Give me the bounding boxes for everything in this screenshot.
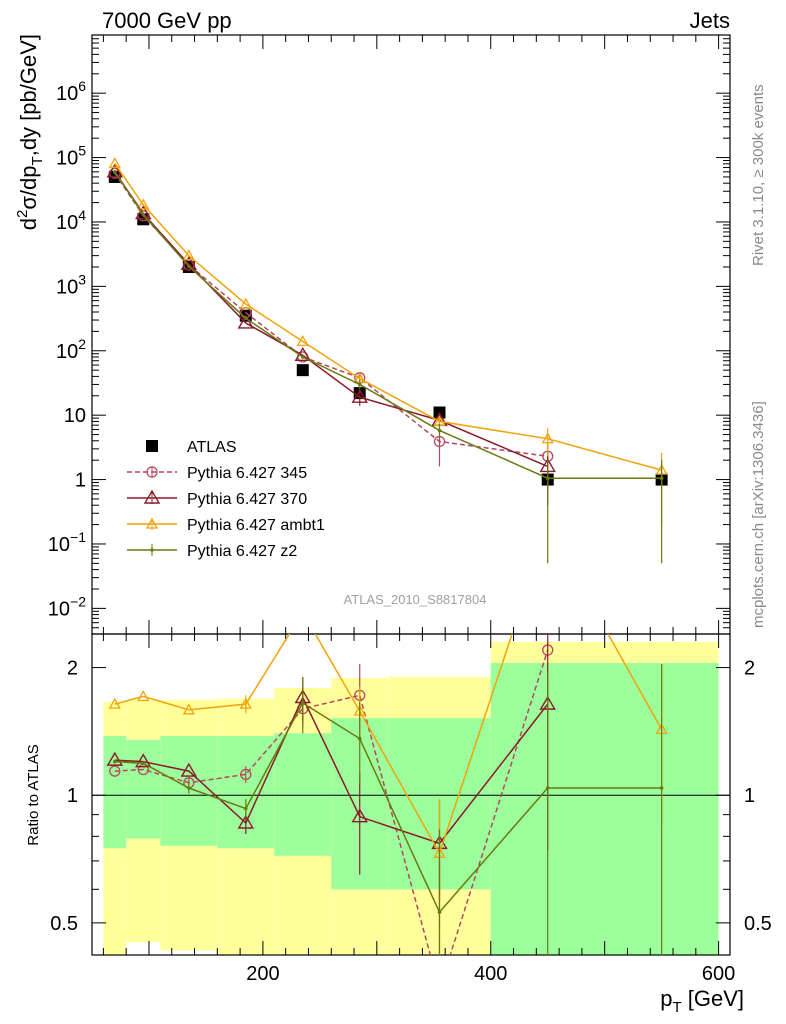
ratio-panel-frame xyxy=(91,633,731,956)
y-tick-label: 106 xyxy=(56,78,86,105)
data-point xyxy=(296,335,309,347)
series-z2 xyxy=(112,170,664,564)
legend-marker xyxy=(145,517,159,529)
ratio-y-tick-label-right: 0.5 xyxy=(744,913,772,935)
legend: ATLAS Pythia 6.427 345 Pythia 6.427 370 Pyt… xyxy=(127,439,325,560)
ratio-point xyxy=(434,984,444,994)
data-point xyxy=(141,212,146,217)
data-point xyxy=(112,170,117,174)
ratio-point xyxy=(300,701,305,705)
legend-marker xyxy=(150,548,154,552)
ratio-y-tick-label: 1 xyxy=(67,785,78,807)
mcplots-reference-label: mcplots.cern.ch [arXiv:1306.3436] xyxy=(750,401,767,628)
data-point xyxy=(659,476,664,481)
data-point xyxy=(237,314,255,329)
ratio-point xyxy=(135,753,152,768)
ratio-series-z2 xyxy=(112,663,664,955)
data-point xyxy=(296,364,309,377)
data-point xyxy=(106,163,124,178)
ratio-point xyxy=(106,751,124,766)
ratio-point xyxy=(182,703,195,715)
y-tick-label: 1 xyxy=(75,470,86,492)
data-point xyxy=(437,428,442,433)
series-line xyxy=(114,171,549,468)
legend-marker xyxy=(146,440,158,452)
ratio-point xyxy=(244,806,248,811)
series-line xyxy=(114,172,548,458)
y-tick-label: 103 xyxy=(56,271,86,298)
legend-label: Pythia 6.427 370 xyxy=(187,491,307,508)
ratio-point xyxy=(437,910,442,914)
series-line xyxy=(114,171,662,479)
ratio-line xyxy=(114,649,549,955)
y-tick-label: 10 xyxy=(64,405,86,427)
ratio-point xyxy=(239,697,252,709)
ratio-point xyxy=(659,786,664,790)
data-point xyxy=(135,205,152,220)
main-series-group xyxy=(106,157,668,564)
data-point xyxy=(187,264,191,269)
legend-label: Pythia 6.427 ambt1 xyxy=(187,517,325,534)
x-tick-label: 200 xyxy=(246,963,279,985)
ratio-point xyxy=(298,607,308,616)
y-tick-label: 102 xyxy=(56,336,86,363)
ratio-y-tick-label-right: 1 xyxy=(744,785,755,807)
ratio-y-tick-label: 2 xyxy=(67,658,78,680)
x-axis-label: pT [GeV] xyxy=(660,986,744,1016)
ratio-point xyxy=(180,762,198,777)
series-p370 xyxy=(106,163,556,506)
legend-label: Pythia 6.427 z2 xyxy=(187,543,297,560)
y-axis-label: d2σ/dpT,dy [pb/GeV] xyxy=(14,34,46,230)
ratio-point xyxy=(109,765,121,777)
data-point xyxy=(545,476,550,481)
ratio-line xyxy=(114,695,549,845)
ratio-y-tick-label-right: 2 xyxy=(744,658,755,680)
ratio-series-group xyxy=(106,607,668,994)
series-atlas xyxy=(108,170,668,486)
rivet-version-label: Rivet 3.1.10, ≥ 300k events xyxy=(750,84,767,266)
header-energy: 7000 GeV pp xyxy=(102,8,232,33)
data-point xyxy=(300,355,305,359)
data-point xyxy=(351,388,368,403)
series-line xyxy=(114,163,662,471)
y-tick-label: 105 xyxy=(56,143,86,170)
ratio-point xyxy=(112,759,117,764)
uncertainty-bands xyxy=(103,641,719,955)
x-tick-label: 600 xyxy=(702,963,735,985)
ratio-point xyxy=(141,761,146,765)
data-point xyxy=(239,297,252,309)
analysis-id-label: ATLAS_2010_S8817804 xyxy=(344,592,487,607)
ratio-point xyxy=(187,786,191,790)
data-point xyxy=(357,382,362,387)
series-p345 xyxy=(109,167,554,486)
data-point xyxy=(108,157,121,169)
y-tick-label: 10−1 xyxy=(48,529,86,556)
ratio-y-tick-label: 0.5 xyxy=(50,913,78,935)
ratio-point xyxy=(237,814,255,829)
ratio-point xyxy=(351,808,368,823)
legend-label: ATLAS xyxy=(187,439,237,456)
data-point xyxy=(137,198,150,210)
ratio-y-axis-label: Ratio to ATLAS xyxy=(25,744,42,845)
data-point xyxy=(244,316,248,321)
green-band xyxy=(490,663,719,955)
legend-marker xyxy=(146,466,158,478)
x-tick-label: 400 xyxy=(474,963,507,985)
y-tick-label: 10−2 xyxy=(48,593,86,620)
legend-marker xyxy=(143,489,161,504)
data-point xyxy=(182,249,195,261)
ratio-point xyxy=(545,786,550,790)
data-point xyxy=(541,432,554,444)
y-tick-label: 104 xyxy=(56,207,86,234)
ratio-point xyxy=(108,697,121,709)
ratio-point xyxy=(240,768,252,781)
ratio-point xyxy=(357,736,362,741)
legend-label: Pythia 6.427 345 xyxy=(187,465,307,482)
ratio-line xyxy=(114,634,663,856)
ratio-point xyxy=(137,690,150,702)
green-band xyxy=(126,739,161,839)
header-observable: Jets xyxy=(689,8,730,33)
green-band xyxy=(274,733,332,856)
